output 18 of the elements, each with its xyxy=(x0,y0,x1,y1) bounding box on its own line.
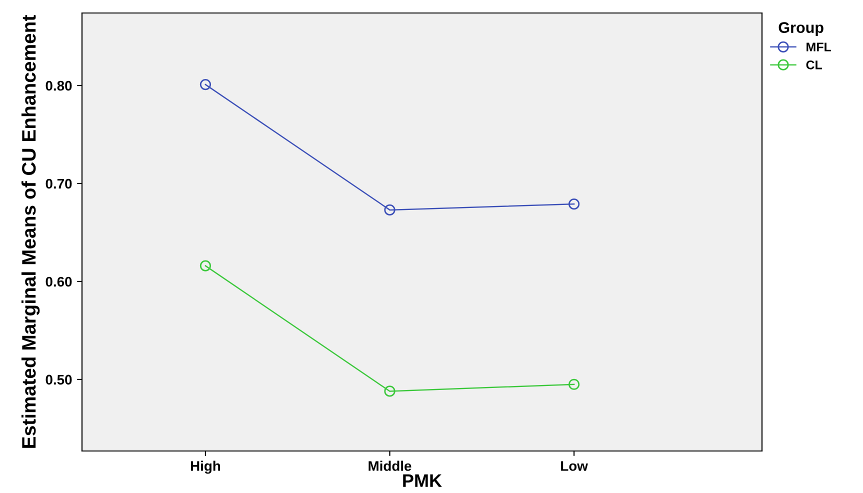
x-tick-label: High xyxy=(190,460,220,474)
y-tick-label: 0.50 xyxy=(46,374,72,385)
x-tick-label: Low xyxy=(561,461,588,471)
legend-label: MFL xyxy=(806,42,832,52)
y-tick-label: 0.70 xyxy=(46,178,72,189)
legend-label: CL xyxy=(806,60,822,70)
point xyxy=(384,204,396,216)
x-axis-title: PMK xyxy=(403,474,442,487)
x-tick-label: Middle xyxy=(368,460,412,471)
y-tick-label: 0.60 xyxy=(46,276,72,287)
point xyxy=(384,386,396,397)
legend-title: Group xyxy=(778,22,824,36)
y-tick-label: 0.80 xyxy=(46,80,72,91)
point xyxy=(568,378,580,390)
point xyxy=(568,198,580,210)
point xyxy=(200,78,212,90)
y-axis-title: Estimated Marginal Means of CU Enhancement xyxy=(21,15,40,448)
point xyxy=(200,260,212,272)
